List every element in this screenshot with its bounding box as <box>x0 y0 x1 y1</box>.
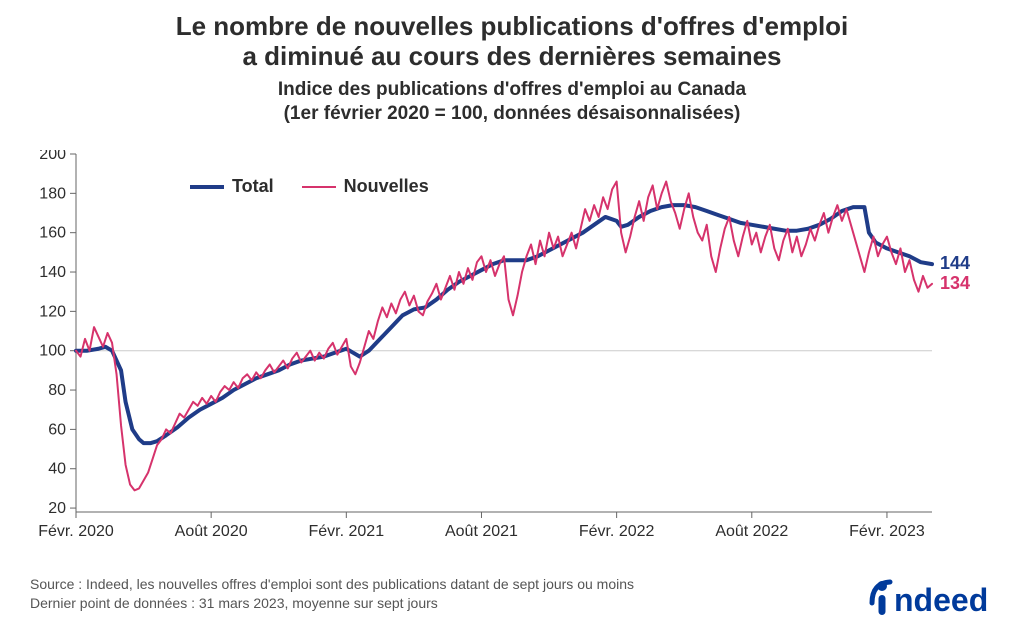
svg-text:160: 160 <box>39 225 66 242</box>
svg-text:Août 2021: Août 2021 <box>445 523 518 540</box>
indeed-logo: ndeed <box>866 577 996 617</box>
source-line-1: Source : Indeed, les nouvelles offres d'… <box>30 575 634 594</box>
logo-text: ndeed <box>894 582 988 617</box>
svg-text:100: 100 <box>39 343 66 360</box>
svg-text:140: 140 <box>39 264 66 281</box>
svg-text:180: 180 <box>39 185 66 202</box>
svg-text:Févr. 2020: Févr. 2020 <box>38 523 114 540</box>
svg-text:Févr. 2023: Févr. 2023 <box>849 523 925 540</box>
svg-text:80: 80 <box>48 382 66 399</box>
svg-text:200: 200 <box>39 150 66 163</box>
svg-text:Août 2022: Août 2022 <box>715 523 788 540</box>
end-value-total: 144 <box>940 253 970 274</box>
subtitle-line-2: (1er février 2020 = 100, données désaiso… <box>0 102 1024 126</box>
title-line-2: a diminué au cours des dernières semaine… <box>0 42 1024 72</box>
svg-text:40: 40 <box>48 461 66 478</box>
svg-text:Août 2020: Août 2020 <box>175 523 248 540</box>
title-line-1: Le nombre de nouvelles publications d'of… <box>0 12 1024 42</box>
svg-text:Févr. 2022: Févr. 2022 <box>579 523 655 540</box>
chart-subtitle: Indice des publications d'offres d'emplo… <box>0 78 1024 126</box>
source-line-2: Dernier point de données : 31 mars 2023,… <box>30 594 634 613</box>
chart-svg: 20 40 60 80 100 120 140 160 180 200 Févr. 2020 Août… <box>30 150 990 550</box>
end-value-nouvelles: 134 <box>940 273 970 294</box>
chart-plot-area: 20 40 60 80 100 120 140 160 180 200 Févr. 2020 Août… <box>30 150 990 550</box>
svg-text:20: 20 <box>48 500 66 517</box>
chart-title: Le nombre de nouvelles publications d'of… <box>0 0 1024 72</box>
svg-text:120: 120 <box>39 303 66 320</box>
chart-container: Le nombre de nouvelles publications d'of… <box>0 0 1024 631</box>
svg-text:60: 60 <box>48 421 66 438</box>
svg-text:Févr. 2021: Févr. 2021 <box>309 523 385 540</box>
subtitle-line-1: Indice des publications d'offres d'emplo… <box>0 78 1024 102</box>
source-note: Source : Indeed, les nouvelles offres d'… <box>30 575 634 613</box>
